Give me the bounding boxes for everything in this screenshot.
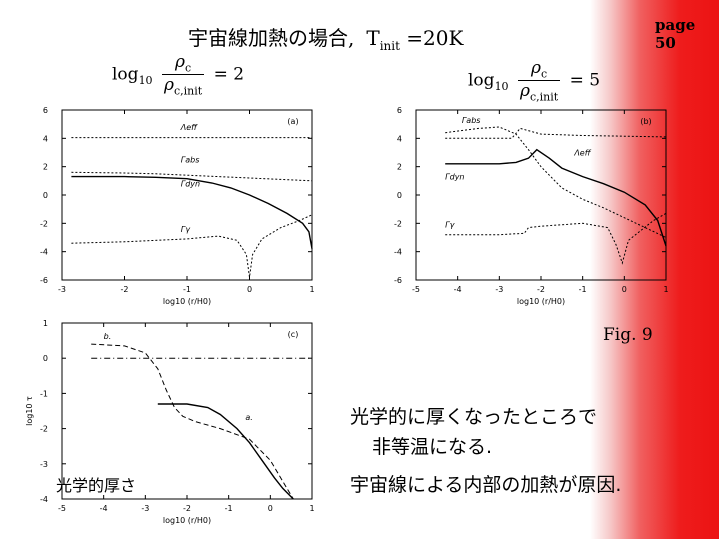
panel-label: (b) xyxy=(640,117,651,126)
panel-label: (a) xyxy=(287,117,298,126)
y-tick-label: -1 xyxy=(40,389,48,398)
series-line-0 xyxy=(445,126,667,238)
y-tick-label: 4 xyxy=(397,134,402,143)
x-tick-label: -2 xyxy=(121,285,129,294)
y-tick-label: 0 xyxy=(43,354,48,363)
x-tick-label: -3 xyxy=(495,285,503,294)
y-tick-label: -4 xyxy=(394,248,402,257)
conclusion-line-1: 光学的に厚くなったところで xyxy=(350,406,598,428)
series-label: Γdyn xyxy=(445,172,464,181)
y-tick-label: -6 xyxy=(394,276,402,285)
series-line-3 xyxy=(71,214,313,278)
x-tick-label: 1 xyxy=(663,285,668,294)
y-tick-label: -2 xyxy=(40,219,48,228)
x-tick-label: -1 xyxy=(183,285,191,294)
x-tick-label: 0 xyxy=(268,504,273,513)
series-line-3 xyxy=(445,212,667,265)
y-tick-label: 0 xyxy=(43,191,48,200)
series-label: Γabs xyxy=(181,155,200,164)
x-tick-label: 0 xyxy=(622,285,627,294)
slide-title: 宇宙線加熱の場合, Tinit =20K xyxy=(188,26,464,53)
x-tick-label: -4 xyxy=(454,285,462,294)
y-tick-label: 6 xyxy=(397,106,402,115)
y-tick-label: 6 xyxy=(43,106,48,115)
y-tick-label: -6 xyxy=(40,276,48,285)
page-number: page 50 xyxy=(655,16,696,52)
series-label: Λeff xyxy=(180,123,198,132)
series-line-2 xyxy=(71,175,313,249)
figure-label: Fig. 9 xyxy=(603,325,653,345)
series-line-2 xyxy=(445,148,667,247)
conclusion-line-2: 非等温になる. xyxy=(372,436,493,458)
series-line-1 xyxy=(157,403,294,500)
x-tick-label: -5 xyxy=(412,285,420,294)
series-label: a. xyxy=(245,413,252,422)
y-tick-label: 4 xyxy=(43,134,48,143)
series-label: Γdyn xyxy=(181,180,200,189)
x-tick-label: 1 xyxy=(309,504,314,513)
formula-log-density-ratio-2: log10 ρc ρc,init = 2 xyxy=(112,52,245,98)
conclusion-line-3: 宇宙線による内部の加熱が原因. xyxy=(350,474,622,496)
y-axis-label: log10 τ xyxy=(25,396,34,426)
x-tick-label: -5 xyxy=(58,504,66,513)
y-tick-label: 2 xyxy=(43,163,48,172)
x-axis-label: log10 (r/H0) xyxy=(163,297,211,306)
series-line-0 xyxy=(91,343,294,500)
series-label: Γγ xyxy=(181,225,191,234)
optical-depth-note: 光学的厚さ xyxy=(56,476,137,495)
x-tick-label: -3 xyxy=(58,285,66,294)
series-line-1 xyxy=(445,127,667,139)
x-tick-label: -3 xyxy=(141,504,149,513)
x-tick-label: 0 xyxy=(247,285,252,294)
series-label: Γabs xyxy=(462,116,481,125)
y-tick-label: -2 xyxy=(40,425,48,434)
x-tick-label: -2 xyxy=(537,285,545,294)
formula-log-density-ratio-5: log10 ρc ρc,init = 5 xyxy=(468,58,601,104)
series-line-1 xyxy=(71,171,313,182)
y-tick-label: 2 xyxy=(397,163,402,172)
y-tick-label: -4 xyxy=(40,248,48,257)
y-tick-label: 0 xyxy=(397,191,402,200)
x-tick-label: -2 xyxy=(183,504,191,513)
x-tick-label: -1 xyxy=(579,285,587,294)
x-tick-label: -1 xyxy=(225,504,233,513)
x-axis-label: log10 (r/H0) xyxy=(517,297,565,306)
y-tick-label: -4 xyxy=(40,495,48,504)
x-tick-label: -4 xyxy=(100,504,108,513)
x-axis-label: log10 (r/H0) xyxy=(163,516,211,525)
series-label: Λeff xyxy=(573,148,591,157)
series-label: Γγ xyxy=(445,221,455,230)
y-tick-label: 1 xyxy=(43,319,48,328)
series-label: b. xyxy=(104,332,112,341)
y-tick-label: -2 xyxy=(394,219,402,228)
panel-label: (c) xyxy=(288,330,299,339)
y-tick-label: -3 xyxy=(40,460,48,469)
x-tick-label: 1 xyxy=(309,285,314,294)
